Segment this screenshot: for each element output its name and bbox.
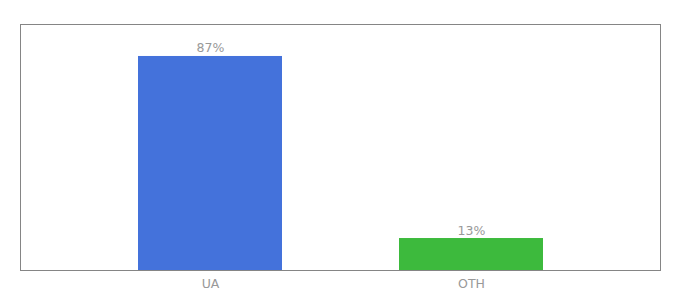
svg-text:13%: 13% (458, 223, 486, 238)
svg-text:UA: UA (202, 276, 220, 291)
svg-text:OTH: OTH (458, 276, 485, 291)
svg-text:87%: 87% (197, 40, 225, 55)
